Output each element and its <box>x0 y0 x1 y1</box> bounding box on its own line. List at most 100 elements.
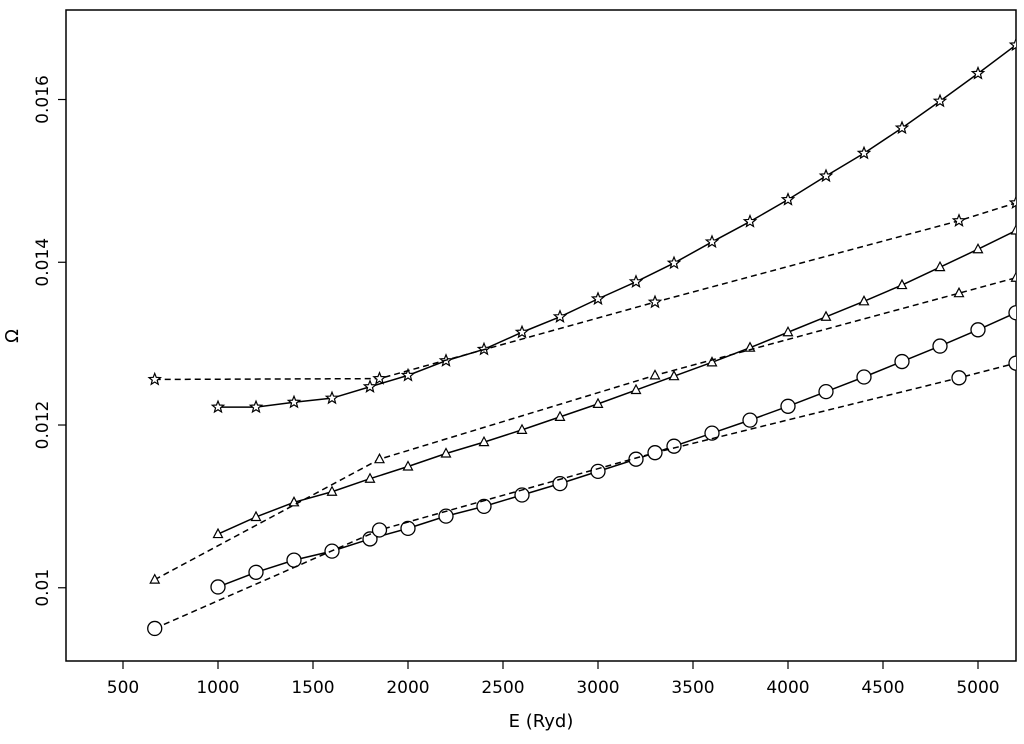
y-tick-label: 0.01 <box>33 569 53 607</box>
data-point <box>706 356 718 367</box>
x-tick-label: 500 <box>107 678 139 698</box>
data-point <box>248 564 264 580</box>
data-point <box>1008 195 1016 210</box>
data-point <box>951 213 967 227</box>
data-point <box>440 447 452 458</box>
data-point <box>972 242 984 254</box>
data-point <box>402 460 414 471</box>
data-point <box>970 322 986 338</box>
data-point <box>818 383 834 400</box>
data-point <box>1008 305 1016 321</box>
data-point <box>514 324 530 339</box>
data-point <box>374 452 385 464</box>
data-point <box>856 145 872 160</box>
data-point <box>1010 224 1016 235</box>
data-point <box>326 485 338 496</box>
data-point <box>371 522 388 538</box>
data-point <box>400 520 416 537</box>
data-point <box>364 472 376 483</box>
x-tick-label: 4500 <box>861 678 904 698</box>
axis-ticks: 500 1000 1500 2000 2500 3000 3500 4000 4500 5000 0… <box>33 75 1000 698</box>
data-point <box>628 451 644 467</box>
data-point <box>647 294 663 309</box>
data-point <box>149 573 161 584</box>
data-point <box>514 487 530 503</box>
y-tick-label: 0.012 <box>33 401 53 450</box>
x-tick-label: 4000 <box>766 678 809 698</box>
data-point <box>894 353 910 370</box>
series-circle-dashed <box>147 355 1016 637</box>
data-point <box>372 370 387 385</box>
series-triangle-solid <box>212 224 1016 539</box>
data-point <box>932 338 948 354</box>
data-point <box>780 398 796 414</box>
data-point <box>590 291 606 306</box>
data-point <box>647 445 663 461</box>
data-point <box>704 425 720 441</box>
data-point <box>782 325 794 337</box>
data-point <box>147 371 163 386</box>
series-line <box>218 44 1016 408</box>
data-point <box>858 295 870 306</box>
data-point <box>818 168 834 183</box>
x-tick-label: 1500 <box>291 678 334 698</box>
series-layer <box>147 37 1016 637</box>
data-point <box>934 260 946 272</box>
data-point <box>552 309 568 323</box>
series-star-solid <box>210 37 1016 414</box>
series-circle-solid <box>210 305 1016 595</box>
data-point <box>248 399 264 414</box>
x-tick-label: 3500 <box>671 678 714 698</box>
data-point <box>478 435 490 447</box>
x-tick-label: 2000 <box>386 678 429 698</box>
y-tick-label: 0.014 <box>33 238 53 287</box>
data-point <box>668 369 680 381</box>
data-point <box>704 234 720 249</box>
data-point <box>820 310 832 321</box>
data-point <box>286 394 302 409</box>
data-point <box>362 379 378 393</box>
data-point <box>210 579 226 595</box>
data-point <box>1010 271 1016 282</box>
x-tick-label: 2500 <box>481 678 524 698</box>
data-point <box>250 510 262 522</box>
data-point <box>1008 355 1016 371</box>
data-point <box>856 369 872 385</box>
x-tick-label: 5000 <box>956 678 999 698</box>
plot-frame <box>65 9 1017 662</box>
data-point <box>400 367 416 382</box>
x-tick-label: 1000 <box>196 678 239 698</box>
data-point <box>592 397 604 408</box>
series-star-dashed <box>147 195 1016 386</box>
y-axis-label: Ω <box>2 329 23 343</box>
data-point <box>554 410 566 421</box>
x-axis-label: E (Ryd) <box>509 711 574 732</box>
data-point <box>780 191 796 206</box>
data-point <box>666 438 682 454</box>
y-tick-label: 0.016 <box>33 75 53 124</box>
data-point <box>210 399 226 414</box>
data-point <box>932 93 948 108</box>
data-point <box>666 255 682 270</box>
data-point <box>476 498 492 515</box>
data-point <box>628 274 644 288</box>
data-point <box>894 120 910 135</box>
series-line <box>217 312 1016 588</box>
data-point <box>742 412 758 428</box>
data-point <box>286 552 302 568</box>
data-point <box>590 463 606 480</box>
data-point <box>951 370 967 386</box>
data-point <box>970 65 986 80</box>
data-point <box>896 278 908 290</box>
data-point <box>1008 37 1016 52</box>
data-point <box>516 423 528 434</box>
x-tick-label: 3000 <box>576 678 619 698</box>
data-point <box>324 390 340 405</box>
data-point <box>212 527 224 539</box>
data-point <box>742 213 758 228</box>
series-line <box>154 276 1016 581</box>
series-line <box>217 229 1016 535</box>
data-point <box>476 341 492 356</box>
data-point <box>953 286 965 298</box>
